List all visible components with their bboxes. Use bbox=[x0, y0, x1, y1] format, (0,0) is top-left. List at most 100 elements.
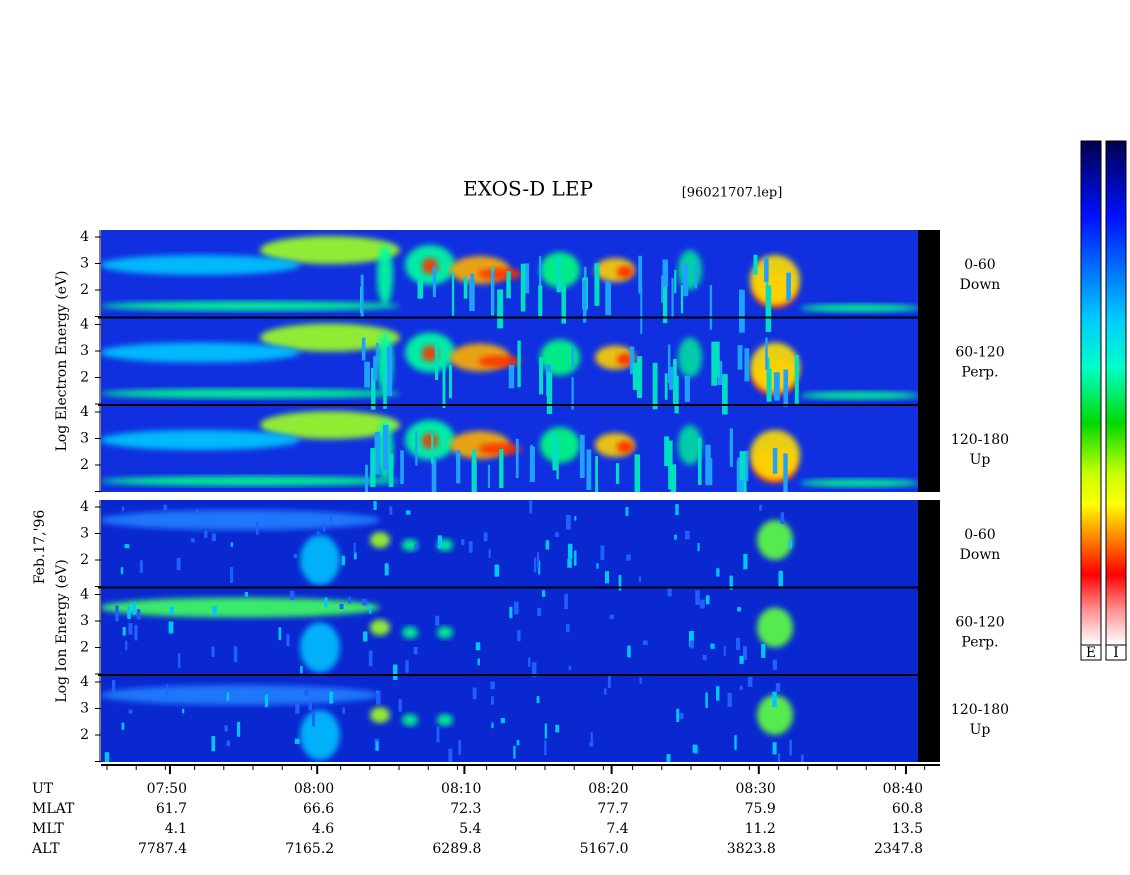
intensity-streak bbox=[744, 348, 750, 382]
colorbar-ion bbox=[1105, 140, 1127, 646]
intensity-streak bbox=[574, 516, 577, 521]
intensity-streak bbox=[483, 532, 488, 542]
intensity-streak bbox=[456, 450, 461, 484]
intensity-streak bbox=[759, 504, 762, 511]
intensity-streak bbox=[341, 555, 345, 566]
y-tick-label: 3 bbox=[80, 701, 89, 717]
intensity-streak bbox=[664, 436, 670, 467]
intensity-streak bbox=[342, 707, 346, 714]
x-tick-label: 07:50 bbox=[147, 781, 187, 797]
intensity-streak bbox=[127, 606, 131, 619]
y-tick-label: 2 bbox=[80, 370, 89, 386]
intensity-patch bbox=[617, 353, 633, 366]
intensity-streak bbox=[124, 544, 130, 549]
intensity-streak bbox=[775, 683, 781, 692]
intensity-streak bbox=[722, 374, 728, 415]
intensity-streak bbox=[488, 549, 491, 558]
intensity-streak bbox=[786, 272, 791, 301]
x-tick-label: 08:00 bbox=[294, 781, 334, 797]
intensity-streak bbox=[121, 722, 125, 730]
panel-direction: Up bbox=[970, 722, 991, 738]
intensity-streak bbox=[169, 606, 174, 614]
intensity-streak bbox=[571, 377, 574, 410]
intensity-patch bbox=[101, 301, 400, 311]
intensity-streak bbox=[715, 686, 720, 701]
intensity-streak bbox=[676, 708, 680, 722]
intensity-streak bbox=[406, 510, 411, 515]
intensity-streak bbox=[764, 257, 769, 283]
intensity-streak bbox=[348, 596, 351, 604]
intensity-patch bbox=[101, 430, 300, 450]
intensity-streak bbox=[226, 740, 230, 747]
intensity-streak bbox=[339, 604, 344, 610]
intensity-streak bbox=[605, 280, 612, 316]
intensity-patch bbox=[617, 441, 633, 453]
intensity-streak bbox=[603, 688, 607, 695]
orbit-value: 4.1 bbox=[165, 821, 187, 837]
intensity-patch bbox=[370, 707, 390, 723]
intensity-patch bbox=[800, 304, 918, 312]
intensity-streak bbox=[567, 558, 572, 568]
intensity-streak bbox=[772, 742, 777, 755]
intensity-streak bbox=[244, 591, 249, 597]
intensity-streak bbox=[666, 754, 671, 762]
intensity-streak bbox=[709, 285, 713, 330]
x-tick-label: 08:30 bbox=[735, 781, 775, 797]
intensity-streak bbox=[783, 453, 788, 492]
intensity-streak bbox=[694, 261, 697, 289]
intensity-streak bbox=[329, 516, 332, 523]
intensity-streak bbox=[264, 694, 269, 707]
intensity-streak bbox=[316, 531, 320, 536]
intensity-streak bbox=[500, 718, 505, 724]
intensity-streak bbox=[539, 357, 544, 395]
intensity-patch bbox=[402, 626, 418, 639]
intensity-streak bbox=[499, 449, 504, 489]
intensity-streak bbox=[112, 680, 116, 693]
intensity-streak bbox=[176, 557, 181, 571]
intensity-streak bbox=[529, 446, 535, 483]
intensity-streak bbox=[642, 640, 648, 645]
intensity-patch bbox=[370, 532, 390, 548]
panel-direction: Down bbox=[960, 547, 1001, 563]
intensity-streak bbox=[448, 364, 452, 399]
intensity-streak bbox=[697, 543, 700, 552]
intensity-streak bbox=[679, 712, 684, 719]
intensity-streak bbox=[384, 563, 389, 576]
intensity-streak bbox=[743, 646, 747, 661]
intensity-streak bbox=[393, 664, 398, 681]
intensity-streak bbox=[513, 745, 516, 759]
intensity-streak bbox=[747, 676, 753, 687]
intensity-streak bbox=[773, 372, 780, 401]
intensity-streak bbox=[729, 428, 733, 467]
intensity-streak bbox=[517, 340, 521, 388]
intensity-streak bbox=[506, 271, 511, 299]
title: EXOS-D LEP bbox=[463, 177, 593, 201]
intensity-streak bbox=[413, 647, 418, 655]
intensity-streak bbox=[308, 702, 313, 711]
intensity-streak bbox=[667, 344, 671, 384]
y-tick-label: 3 bbox=[80, 613, 89, 629]
intensity-streak bbox=[278, 627, 282, 641]
intensity-streak bbox=[204, 530, 208, 539]
intensity-streak bbox=[702, 654, 707, 661]
intensity-streak bbox=[353, 552, 357, 560]
intensity-streak bbox=[436, 726, 440, 743]
intensity-streak bbox=[290, 590, 295, 600]
intensity-streak bbox=[237, 721, 241, 737]
intensity-patch bbox=[757, 607, 793, 648]
intensity-streak bbox=[472, 449, 477, 492]
intensity-patch bbox=[437, 714, 453, 726]
intensity-streak bbox=[494, 564, 500, 577]
intensity-streak bbox=[472, 687, 477, 700]
intensity-streak bbox=[528, 657, 531, 667]
intensity-streak bbox=[692, 744, 698, 753]
intensity-streak bbox=[716, 568, 720, 577]
intensity-streak bbox=[789, 739, 792, 756]
intensity-streak bbox=[544, 740, 547, 756]
orbit-value: 60.8 bbox=[892, 801, 923, 817]
orbit-value: 77.7 bbox=[597, 801, 628, 817]
intensity-streak bbox=[794, 355, 799, 404]
orbit-value: 72.3 bbox=[450, 801, 481, 817]
spectrogram-background bbox=[101, 500, 918, 762]
